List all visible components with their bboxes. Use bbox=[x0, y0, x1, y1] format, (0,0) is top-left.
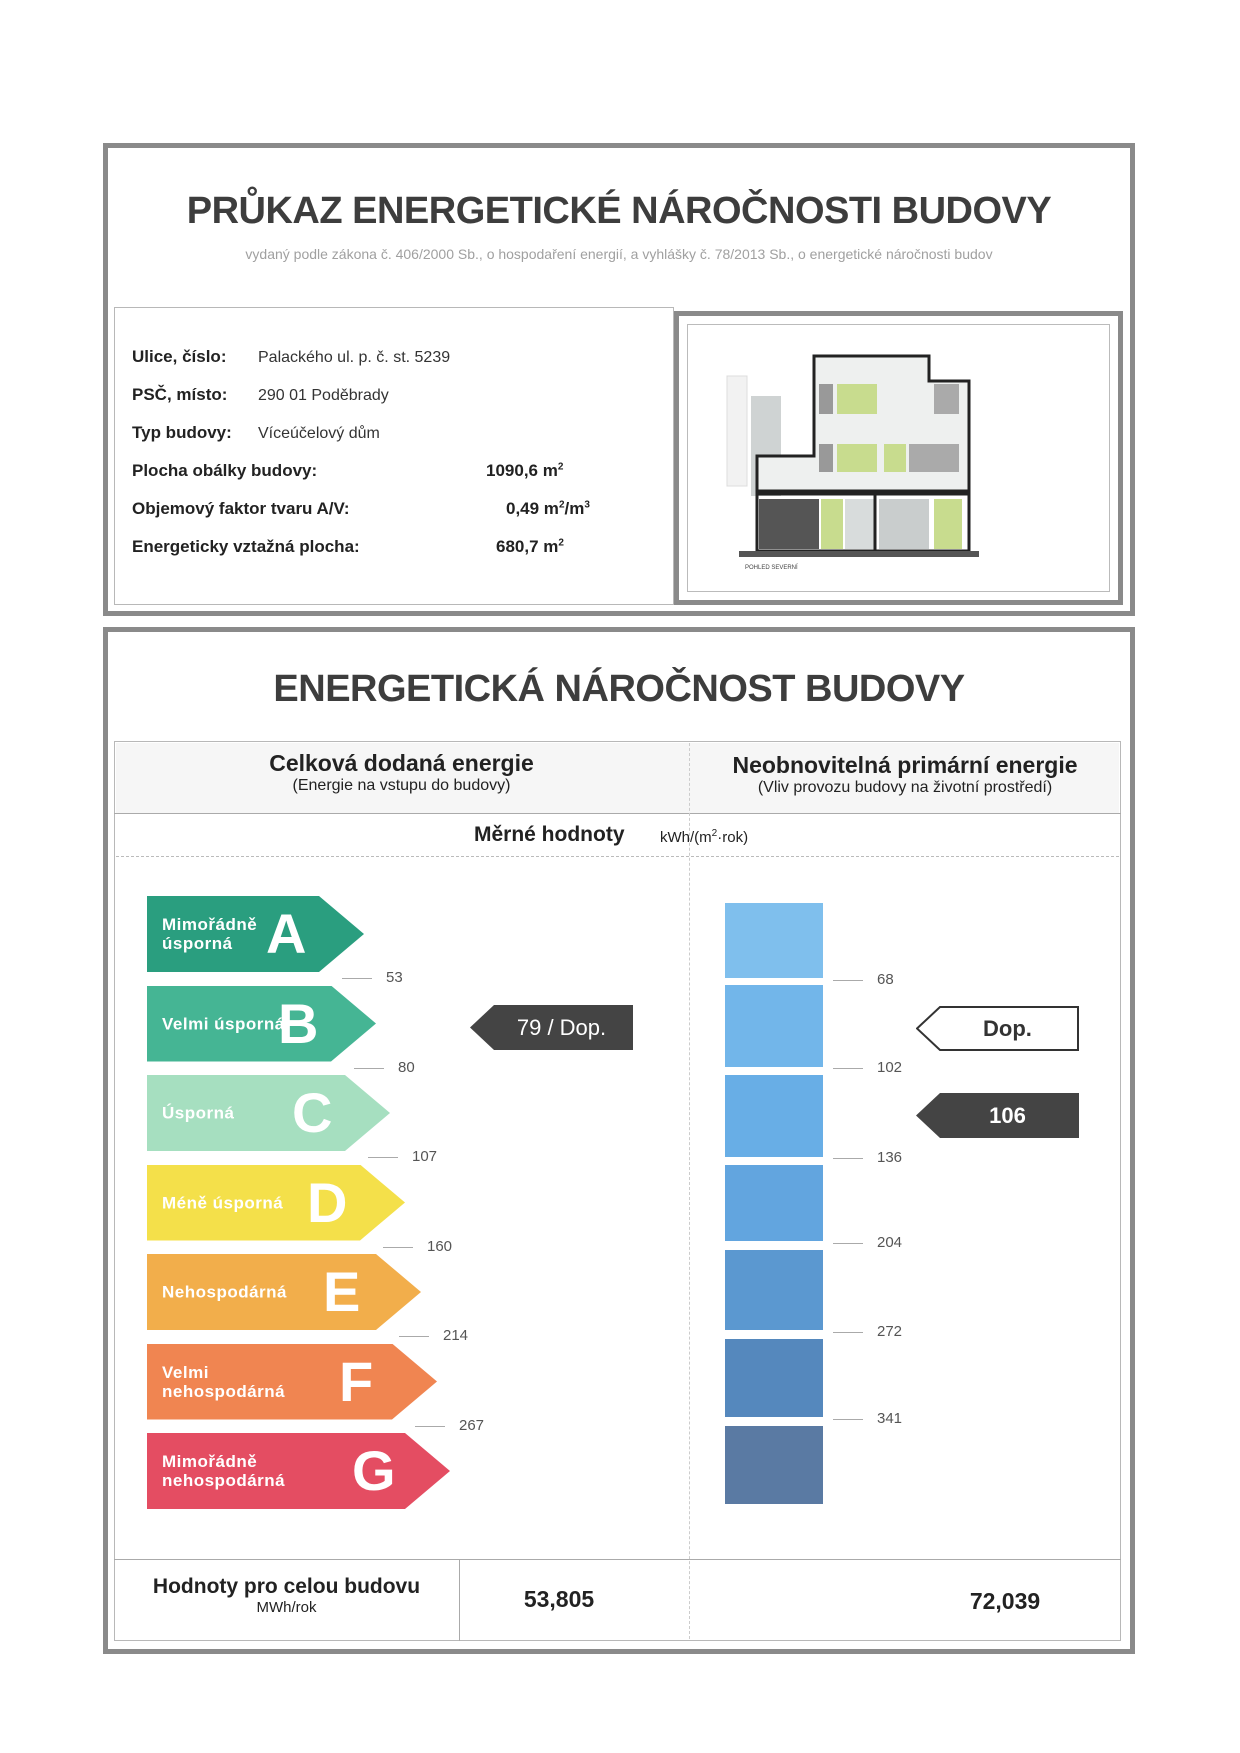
primary-threshold: 341 bbox=[832, 1410, 903, 1427]
drawing-caption: POHLED SEVERNÍ bbox=[745, 565, 798, 571]
primary-threshold: 136 bbox=[832, 1149, 903, 1166]
delivered-energy-header: Celková dodaná energie (Energie na vstup… bbox=[114, 750, 689, 795]
envelope-area-value: 1090,6 m2 bbox=[486, 461, 564, 480]
delivered-energy-subtitle: (Energie na vstupu do budovy) bbox=[292, 777, 511, 794]
primary-scale-bar bbox=[725, 903, 823, 978]
av-factor-value: 0,49 m2/m3 bbox=[506, 499, 590, 518]
primary-reference-indicator: Dop. bbox=[983, 1015, 1032, 1041]
reference-pointer-shape bbox=[916, 1006, 1079, 1051]
total-label-cell: Hodnoty pro celou budovu MWh/rok bbox=[114, 1575, 459, 1616]
envelope-area-label: Plocha obálky budovy: bbox=[132, 461, 318, 480]
column-divider bbox=[689, 743, 690, 1639]
total-label: Hodnoty pro celou budovu bbox=[152, 1575, 421, 1598]
building-info-panel bbox=[114, 307, 674, 605]
document-subtitle: vydaný podle zákona č. 406/2000 Sb., o h… bbox=[245, 246, 993, 262]
building-elevation-drawing bbox=[726, 354, 979, 557]
delivered-threshold: 53 bbox=[342, 969, 403, 986]
delivered-energy-title: Celková dodaná energie bbox=[269, 750, 534, 776]
total-divider bbox=[114, 1559, 1121, 1560]
total-cell-divider bbox=[459, 1559, 460, 1641]
primary-energy-title: Neobnovitelná primární energie bbox=[732, 752, 1078, 778]
primary-threshold: 102 bbox=[832, 1059, 903, 1076]
primary-energy-header: Neobnovitelná primární energie (Vliv pro… bbox=[689, 752, 1121, 797]
class-letter: E bbox=[323, 1260, 361, 1323]
class-letter: F bbox=[339, 1349, 374, 1413]
building-drawing-frame: POHLED SEVERNÍ bbox=[674, 311, 1123, 605]
class-letter: A bbox=[266, 902, 307, 965]
table-header-bg bbox=[116, 743, 1119, 813]
delivered-threshold: 267 bbox=[414, 1416, 485, 1434]
primary-scale-bar bbox=[725, 1075, 823, 1157]
energy-class-b: Velmi úsporná B bbox=[147, 985, 376, 1062]
drawing-inner-frame bbox=[687, 324, 1110, 592]
total-delivered-value: 53,805 bbox=[523, 1586, 595, 1612]
specific-values-unit: kWh/(m2·rok) bbox=[660, 828, 749, 846]
delivered-threshold: 214 bbox=[398, 1327, 469, 1344]
class-letter: G bbox=[352, 1439, 396, 1502]
energy-class-f: Velmi nehospodárná F bbox=[147, 1343, 437, 1420]
primary-scale-bar bbox=[725, 985, 823, 1067]
total-primary-value: 72,039 bbox=[969, 1588, 1041, 1614]
specific-divider bbox=[116, 856, 1119, 857]
reference-area-label: Energeticky vztažná plocha: bbox=[132, 537, 360, 556]
class-letter: D bbox=[307, 1170, 348, 1234]
city-label: PSČ, místo: bbox=[132, 385, 228, 404]
specific-values-label: Měrné hodnoty bbox=[474, 823, 625, 846]
energy-class-e: Nehospodárná E bbox=[147, 1254, 421, 1330]
energy-class-c: Úsporná C bbox=[147, 1075, 390, 1151]
energy-class-g: Mimořádně nehospodárná G bbox=[147, 1433, 450, 1509]
performance-frame bbox=[103, 627, 1135, 1654]
delivered-indicator: 79 / Dop. bbox=[470, 1005, 633, 1050]
document-title: PRŮKAZ ENERGETICKÉ NÁROČNOSTI BUDOVY bbox=[186, 190, 1052, 232]
primary-scale-bar bbox=[725, 1250, 823, 1330]
primary-scale-bar bbox=[725, 1339, 823, 1417]
performance-table bbox=[114, 741, 1121, 1641]
header-frame bbox=[103, 143, 1135, 616]
class-label: Mimořádně nehospodárná bbox=[162, 1452, 286, 1490]
class-label: Mimořádně úsporná bbox=[162, 915, 258, 953]
energy-class-d: Méně úsporná D bbox=[147, 1164, 405, 1241]
energy-class-a: Mimořádně úsporná A bbox=[147, 896, 364, 972]
av-factor-label: Objemový faktor tvaru A/V: bbox=[132, 499, 350, 518]
street-value: Palackého ul. p. č. st. 5239 bbox=[258, 349, 451, 366]
delivered-threshold: 80 bbox=[354, 1058, 415, 1076]
header-divider bbox=[114, 813, 1121, 814]
delivered-threshold: 160 bbox=[382, 1237, 453, 1255]
class-label: Méně úsporná bbox=[162, 1193, 284, 1212]
primary-scale-bar bbox=[725, 1426, 823, 1504]
street-label: Ulice, číslo: bbox=[132, 347, 227, 366]
building-type-value: Víceúčelový dům bbox=[258, 425, 380, 442]
class-label: Úsporná bbox=[162, 1103, 235, 1123]
primary-threshold: 68 bbox=[833, 971, 894, 988]
class-label: Velmi nehospodárná bbox=[162, 1362, 286, 1401]
city-value: 290 01 Poděbrady bbox=[258, 387, 389, 404]
class-letter: C bbox=[292, 1081, 333, 1144]
class-label: Velmi úsporná bbox=[162, 1014, 285, 1033]
primary-scale-bar bbox=[725, 1165, 823, 1241]
primary-threshold: 204 bbox=[832, 1234, 903, 1251]
class-label: Nehospodárná bbox=[162, 1282, 288, 1302]
delivered-threshold: 107 bbox=[367, 1148, 438, 1165]
total-unit: MWh/rok bbox=[256, 1599, 317, 1616]
primary-energy-subtitle: (Vliv provozu budovy na životní prostřed… bbox=[757, 779, 1053, 796]
class-letter: B bbox=[278, 991, 319, 1055]
performance-title: ENERGETICKÁ NÁROČNOST BUDOVY bbox=[273, 668, 965, 710]
reference-area-value: 680,7 m2 bbox=[496, 537, 564, 556]
primary-indicator: 106 bbox=[916, 1093, 1079, 1138]
building-type-label: Typ budovy: bbox=[132, 423, 232, 442]
primary-threshold: 272 bbox=[832, 1323, 903, 1340]
